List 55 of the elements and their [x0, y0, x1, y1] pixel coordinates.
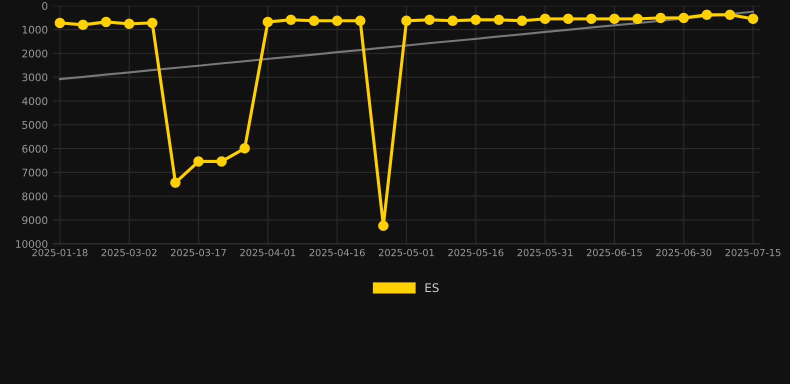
- y-tick-label: 1000: [22, 26, 48, 34]
- point: [54, 18, 66, 28]
- point: [516, 16, 528, 26]
- y-tick-label: 4000: [22, 97, 48, 106]
- x-tick-label: 2025-06-30: [656, 248, 712, 256]
- point: [286, 14, 296, 26]
- point: [100, 16, 112, 28]
- y-tick-label: 6000: [22, 144, 48, 153]
- x-tick-label: 2025-05-16: [448, 248, 504, 256]
- point: [609, 14, 620, 24]
- y-tick-label: 8000: [22, 192, 48, 200]
- point: [308, 16, 320, 26]
- point: [632, 14, 643, 24]
- line-series: [58, 10, 754, 80]
- x-tick-label: 2025-05-01: [378, 248, 434, 256]
- point: [170, 177, 181, 188]
- point: [748, 14, 758, 24]
- x-tick-label: 2025-06-15: [586, 248, 642, 256]
- point: [401, 16, 412, 26]
- point: [262, 16, 274, 28]
- point: [147, 18, 158, 28]
- point: [540, 14, 550, 24]
- x-tick-label: 2025-04-16: [310, 248, 365, 256]
- point: [332, 16, 342, 26]
- point: [586, 14, 597, 24]
- point: [78, 20, 88, 30]
- point: [655, 12, 666, 24]
- y-tick-label: 0: [42, 2, 48, 10]
- y-tick-label: 9000: [22, 216, 48, 224]
- y-tick-label: 7000: [22, 168, 48, 177]
- point: [355, 16, 366, 26]
- point: [124, 18, 134, 30]
- point: [562, 14, 574, 24]
- legend-label: ES: [426, 283, 439, 292]
- x-tick-label: 2025-07-15: [726, 248, 780, 256]
- point: [378, 220, 389, 231]
- point: [702, 10, 712, 20]
- x-tick-label: 2025-01-18: [32, 248, 88, 256]
- y-tick-label: 3000: [22, 73, 48, 82]
- point: [724, 10, 736, 20]
- point: [424, 14, 435, 26]
- point: [678, 12, 689, 24]
- x-tick-label: 2025-03-17: [170, 248, 226, 256]
- x-tick-label: 2025-05-31: [518, 248, 572, 256]
- x-tick-label: 2025-03-02: [102, 248, 156, 256]
- point: [470, 14, 481, 26]
- y-tick-label: 5000: [22, 121, 48, 129]
- point: [494, 14, 504, 26]
- point: [193, 156, 204, 167]
- x-tick-label: 2025-04-01: [240, 248, 296, 256]
- y-tick-label: 2000: [22, 50, 48, 58]
- point: [216, 156, 227, 167]
- point: [240, 143, 250, 154]
- y-tick-label: 10000: [16, 240, 48, 248]
- point: [447, 16, 458, 26]
